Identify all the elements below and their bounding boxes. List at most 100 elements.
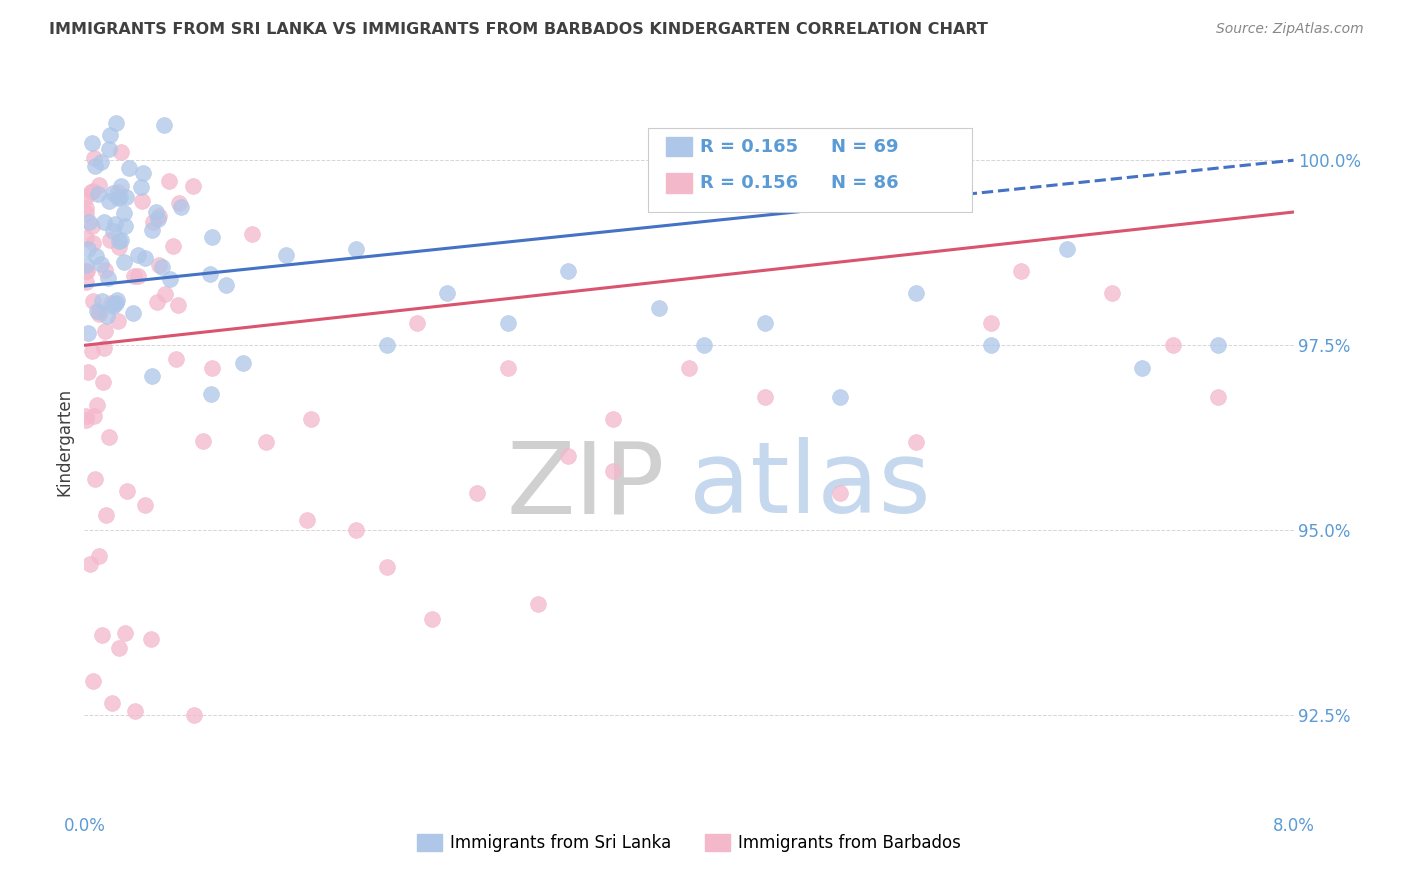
Point [166, 298, 188, 312]
Point [112, 206, 135, 220]
Point [89, 178, 111, 192]
Point [80, 185, 103, 199]
Point [105, 293, 128, 307]
Text: IMMIGRANTS FROM SRI LANKA VS IMMIGRANTS FROM BARBADOS KINDERGARTEN CORRELATION C: IMMIGRANTS FROM SRI LANKA VS IMMIGRANTS … [49, 22, 988, 37]
Point [904, 434, 927, 449]
Point [1161, 338, 1184, 352]
Point [83, 409, 105, 424]
Point [75, 275, 97, 289]
Point [127, 268, 149, 283]
Point [142, 215, 165, 229]
Point [299, 412, 322, 426]
Point [346, 242, 368, 256]
Point [87, 307, 110, 321]
Point [200, 386, 222, 401]
Point [754, 390, 776, 404]
Point [94, 508, 117, 523]
Point [77, 243, 100, 257]
Point [98, 233, 121, 247]
Text: Source: ZipAtlas.com: Source: ZipAtlas.com [1216, 22, 1364, 37]
Point [132, 165, 155, 179]
Point [148, 209, 170, 223]
Point [198, 267, 221, 281]
Point [1132, 360, 1154, 375]
Point [87, 187, 110, 202]
Point [648, 301, 671, 316]
Point [83, 472, 105, 486]
Point [134, 251, 156, 265]
Point [191, 434, 214, 448]
Point [107, 234, 129, 248]
Point [93, 324, 115, 338]
Point [141, 223, 163, 237]
Point [678, 360, 700, 375]
Point [557, 450, 579, 464]
Point [153, 286, 176, 301]
Point [86, 249, 108, 263]
Point [75, 231, 97, 245]
Point [201, 360, 224, 375]
Point [165, 351, 187, 366]
Point [1011, 264, 1033, 278]
Point [169, 200, 191, 214]
Point [141, 369, 163, 384]
Point [82, 293, 104, 308]
Point [127, 248, 149, 262]
Point [83, 151, 105, 165]
Point [146, 212, 169, 227]
Point [254, 434, 277, 449]
Point [75, 206, 97, 220]
Point [115, 190, 138, 204]
Point [148, 258, 170, 272]
Point [162, 239, 184, 253]
Point [276, 248, 298, 262]
Point [1206, 338, 1229, 352]
Point [150, 260, 173, 274]
Point [406, 316, 429, 330]
Point [527, 598, 550, 612]
Point [107, 191, 129, 205]
Point [93, 341, 115, 355]
Point [904, 286, 927, 301]
Point [87, 305, 110, 319]
Point [602, 412, 624, 426]
Point [105, 116, 128, 130]
Point [97, 430, 120, 444]
Point [82, 184, 104, 198]
Point [183, 708, 205, 723]
Point [80, 219, 103, 233]
Point [79, 557, 101, 571]
Text: R = 0.165: R = 0.165 [700, 137, 799, 155]
Point [107, 185, 129, 199]
Point [93, 215, 115, 229]
Point [602, 464, 624, 478]
Point [1101, 286, 1123, 301]
Point [215, 278, 238, 293]
Point [75, 202, 97, 216]
Point [1206, 390, 1229, 404]
Y-axis label: Kindergarten: Kindergarten [55, 387, 73, 496]
Point [980, 316, 1002, 330]
Point [75, 190, 97, 204]
Point [93, 263, 115, 277]
Point [101, 223, 124, 237]
Point [77, 326, 100, 340]
Text: N = 69: N = 69 [831, 137, 898, 155]
Point [295, 513, 318, 527]
Point [110, 233, 132, 247]
Point [153, 118, 176, 132]
Point [129, 180, 152, 194]
Point [115, 483, 138, 498]
Point [75, 258, 97, 272]
Point [96, 310, 118, 324]
Point [76, 365, 98, 379]
Point [107, 314, 129, 328]
Point [75, 413, 97, 427]
Text: N = 86: N = 86 [831, 174, 898, 192]
Point [101, 299, 124, 313]
Point [375, 560, 398, 574]
Point [103, 297, 125, 311]
Point [82, 235, 104, 250]
Point [1056, 242, 1078, 256]
Text: R = 0.156: R = 0.156 [700, 174, 799, 192]
